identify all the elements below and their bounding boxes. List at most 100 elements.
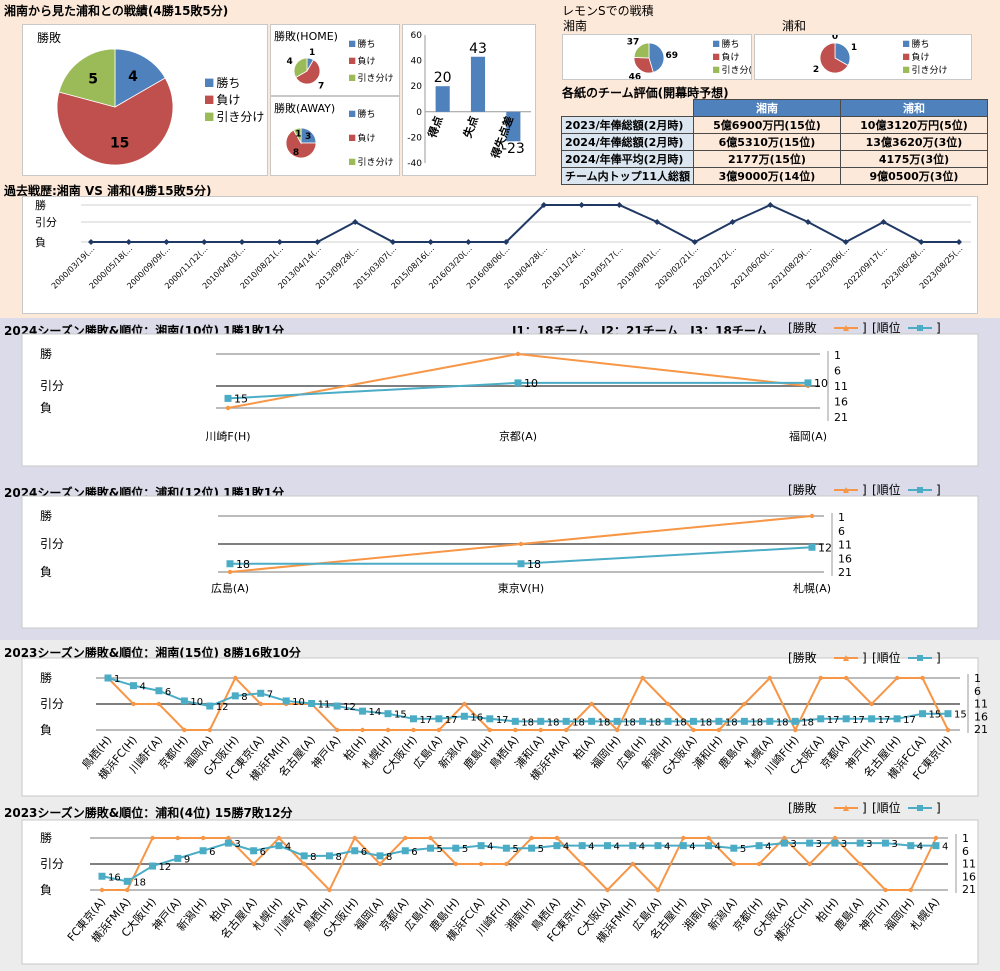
result-point <box>630 861 635 867</box>
rank-data-label: 4 <box>285 842 291 853</box>
rank-data-label: 5 <box>437 844 443 855</box>
rank-data-label: 15 <box>234 392 248 405</box>
evaluation-cell-shonan: 6億5310万(15位) <box>692 133 841 151</box>
rank-point <box>427 844 435 852</box>
result-point <box>869 701 874 707</box>
bar <box>435 86 450 112</box>
history-point <box>805 219 812 225</box>
evaluation-cell-urawa: 4175万(3位) <box>839 150 988 168</box>
rank-data-label: 5 <box>462 844 468 855</box>
legend-result-label: [勝敗 <box>788 482 817 497</box>
pie-slice <box>633 56 654 74</box>
rank-tick-label: 16 <box>834 396 848 409</box>
pie-data-label: 2 <box>813 65 819 75</box>
legend-result-marker <box>843 655 849 661</box>
result-point <box>200 835 206 841</box>
pie-slice <box>114 48 166 108</box>
history-point <box>654 219 661 225</box>
result-point <box>327 887 332 893</box>
rank-data-label: 16 <box>108 872 121 883</box>
rank-data-label: 15 <box>954 710 967 721</box>
bar-data-label: 20 <box>434 70 452 86</box>
legend-label: 負け <box>358 132 376 144</box>
rank-tick-label: 21 <box>974 723 988 736</box>
rank-point <box>460 712 468 720</box>
evaluation-row-label: チーム内トップ11人総額 <box>561 167 694 185</box>
bar-data-label: -23 <box>502 141 525 157</box>
chart-area <box>21 333 979 467</box>
legend-rank-marker <box>917 325 923 331</box>
evaluation-cell-shonan: 2177万(15位) <box>692 150 841 168</box>
legend-swatch <box>903 53 910 60</box>
rank-data-label: 4 <box>613 842 619 853</box>
rank-point <box>588 717 596 725</box>
rank-point <box>502 844 510 852</box>
rank-tick-label: 11 <box>838 539 852 552</box>
legend-result-label: [勝敗 <box>788 800 817 815</box>
legend-label: 引き分( <box>722 65 751 76</box>
rank-data-label: 8 <box>241 692 247 703</box>
result-point <box>742 701 747 707</box>
legend-label: 勝ち <box>358 38 376 50</box>
rank-data-label: 10 <box>292 697 305 708</box>
rank-tick-label: 6 <box>974 685 981 698</box>
legend-swatch <box>349 74 356 81</box>
opponent-label: 福岡(A) <box>789 429 827 443</box>
y-axis-label: 勝 <box>40 830 52 845</box>
bar-data-label: 43 <box>469 41 487 57</box>
rank-point <box>932 842 940 850</box>
rank-tick-label: 1 <box>838 511 845 524</box>
lemons-title: レモンSでの戦積 <box>562 4 654 18</box>
pie-slice <box>293 57 308 79</box>
rank-point <box>817 715 825 723</box>
history-point <box>767 202 774 208</box>
rank-tick-label: 6 <box>838 525 845 538</box>
y-axis-label: 引分 <box>40 857 64 871</box>
rank-data-label: 15 <box>929 710 942 721</box>
pie-data-label: 8 <box>293 148 299 158</box>
rank-data-label: 4 <box>689 842 695 853</box>
rank-point <box>740 717 748 725</box>
rank-data-label: 9 <box>184 854 190 865</box>
axis-tick-label: 60 <box>411 31 423 41</box>
result-point <box>589 701 594 707</box>
rank-data-label: 3 <box>841 839 847 850</box>
evaluation-cell-urawa: 10億3120万円(5位) <box>839 116 988 134</box>
rank-point <box>384 710 392 718</box>
legend-rank-label: [順位 <box>872 482 901 497</box>
result-point <box>125 887 130 893</box>
rank-point <box>206 702 214 710</box>
rank-data-label: 12 <box>343 702 356 713</box>
result-point <box>793 727 798 733</box>
rank-point <box>226 560 234 568</box>
table-row: 2024/年俸総額(2月時) 6億5310万(15位) 13億3620万(3位) <box>561 133 988 151</box>
pie-data-label: 4 <box>128 69 138 85</box>
rank-point <box>129 682 137 690</box>
result-point <box>352 835 357 841</box>
legend-label: 引き分け <box>912 65 948 76</box>
rank-tick-label: 6 <box>962 845 969 858</box>
rank-data-label: 12 <box>159 862 172 873</box>
rank-point <box>477 842 485 850</box>
opponent-label: 札幌(A) <box>793 581 831 595</box>
result-point <box>933 835 939 841</box>
result-point <box>182 727 187 733</box>
rank-data-label: 11 <box>318 700 331 711</box>
rank-point <box>149 862 157 870</box>
result-point <box>883 887 888 893</box>
legend-bracket: ] <box>936 483 941 497</box>
rank-data-label: 18 <box>725 717 738 728</box>
result-point <box>276 835 282 841</box>
pie-data-label: 1 <box>309 48 315 58</box>
result-point <box>334 727 340 733</box>
rank-point <box>452 844 460 852</box>
rank-data-label: 4 <box>639 842 645 853</box>
result-point <box>251 861 256 867</box>
rank-data-label: 17 <box>445 715 458 726</box>
rank-data-label: 17 <box>419 715 432 726</box>
rank-data-label: 3 <box>816 839 822 850</box>
chart-area <box>21 495 979 629</box>
y-axis-label: 負 <box>40 565 52 579</box>
